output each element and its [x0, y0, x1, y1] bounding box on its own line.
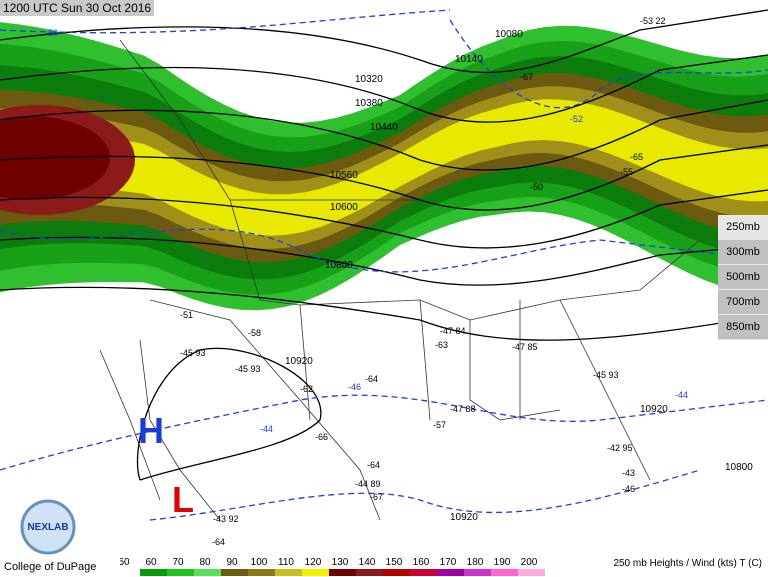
contour-label: 10080	[495, 29, 523, 40]
contour-label: 10600	[330, 202, 358, 213]
station-label: -45 93	[235, 364, 261, 374]
isotherm-label: -44	[260, 424, 273, 434]
station-label: -53 22	[640, 16, 666, 26]
scale-swatch	[491, 569, 518, 576]
level-button[interactable]: 700mb	[718, 290, 768, 315]
scale-label: 80	[199, 557, 211, 568]
caption: 250 mb Heights / Wind (kts) T (C)	[613, 558, 762, 569]
station-label: -44 89	[355, 479, 381, 489]
level-button[interactable]: 300mb	[718, 240, 768, 265]
scale-swatch	[302, 569, 329, 576]
station-label: -57	[433, 420, 446, 430]
isotherms	[0, 9, 768, 521]
scale-label: 190	[494, 557, 511, 568]
station-label: -64	[365, 374, 378, 384]
scale-swatch	[329, 569, 356, 576]
station-label: -64	[212, 537, 225, 547]
station-label: -67	[370, 492, 383, 502]
contour-label: 10920	[285, 356, 313, 367]
station-label: -47 85	[512, 342, 538, 352]
contour-label: 10920	[640, 404, 668, 415]
level-button[interactable]: 250mb	[718, 215, 768, 240]
station-label: -63	[435, 340, 448, 350]
scale-swatch	[437, 569, 464, 576]
isotherm-label: -56	[45, 28, 58, 38]
low-marker: L	[172, 479, 194, 520]
header: 1200 UTC Sun 30 Oct 2016	[0, 0, 155, 16]
isotherm-label: -46	[348, 382, 361, 392]
station-label: -47 84	[440, 326, 466, 336]
station-label: -46	[622, 484, 635, 494]
station-label: -45 93	[593, 370, 619, 380]
scale-swatch	[120, 569, 140, 576]
station-label: -67	[520, 72, 533, 82]
station-label: -55	[620, 167, 633, 177]
height-contours	[0, 9, 768, 481]
station-label: -65	[630, 152, 643, 162]
scale-label: 130	[332, 557, 349, 568]
station-label: -43	[622, 468, 635, 478]
isotherm-label: -44	[675, 390, 688, 400]
scale-label: 90	[226, 557, 238, 568]
brand: College of DuPage	[4, 561, 97, 573]
scale-swatch	[167, 569, 194, 576]
contour-label: 10920	[450, 512, 478, 523]
scale-swatch	[356, 569, 383, 576]
color-scale: 50 60 70 80 90 100 110 120 130 140 150 160 170 180 190…	[120, 557, 545, 576]
scale-label: 60	[145, 557, 157, 568]
scale-label: 100	[251, 557, 268, 568]
map: 10080 10140 10320 10380 10440 10560 10600 10800…	[0, 9, 768, 555]
scale-label: 160	[413, 557, 430, 568]
level-button[interactable]: 850mb	[718, 315, 768, 340]
footer: College of DuPage 50 60 70 80 90 100 110 120 130…	[0, 556, 768, 577]
station-label: -58	[248, 328, 261, 338]
contour-label: 10320	[355, 74, 383, 85]
scale-label: 70	[172, 557, 184, 568]
scale-swatch	[275, 569, 302, 576]
scale-swatch	[248, 569, 275, 576]
contour-label: 10140	[455, 54, 483, 65]
high-marker: H	[138, 410, 164, 451]
scale-label: 200	[521, 557, 538, 568]
scale-swatch	[140, 569, 167, 576]
scale-swatch	[518, 569, 545, 576]
scale-label: 150	[386, 557, 403, 568]
scale-label: 170	[440, 557, 457, 568]
station-label: -62	[300, 384, 313, 394]
scale-swatch	[464, 569, 491, 576]
station-label: -66	[315, 432, 328, 442]
level-menu: 250mb 300mb 500mb 700mb 850mb	[718, 215, 768, 340]
scale-swatch	[221, 569, 248, 576]
station-label: -51	[180, 310, 193, 320]
scale-label: 110	[278, 557, 294, 568]
contour-label: 10800	[725, 462, 753, 473]
scale-label: 50	[120, 557, 130, 568]
scale-swatch	[383, 569, 410, 576]
scale-swatch	[194, 569, 221, 576]
jet-stream	[0, 22, 768, 311]
contour-label: 10380	[355, 98, 383, 109]
contour-label: 10800	[325, 260, 353, 271]
isotherm-label: -52	[570, 114, 583, 124]
station-label: -64	[367, 460, 380, 470]
station-label: -43 92	[213, 514, 239, 524]
scale-swatch	[410, 569, 437, 576]
logo: NEXLAB	[20, 499, 76, 555]
scale-label: 140	[359, 557, 376, 568]
scale-label: 180	[467, 557, 484, 568]
jet-core	[0, 116, 110, 200]
contour-label: 10560	[330, 170, 358, 181]
station-label: -50	[530, 182, 543, 192]
level-button[interactable]: 500mb	[718, 265, 768, 290]
station-label: -47 88	[450, 404, 476, 414]
contour-label: 10440	[370, 122, 398, 133]
station-label: -45 93	[180, 348, 206, 358]
map-labels: 10080 10140 10320 10380 10440 10560 10600 10800…	[45, 16, 753, 547]
logo-text: NEXLAB	[27, 522, 68, 533]
station-label: -42 95	[607, 443, 633, 453]
scale-label: 120	[305, 557, 322, 568]
